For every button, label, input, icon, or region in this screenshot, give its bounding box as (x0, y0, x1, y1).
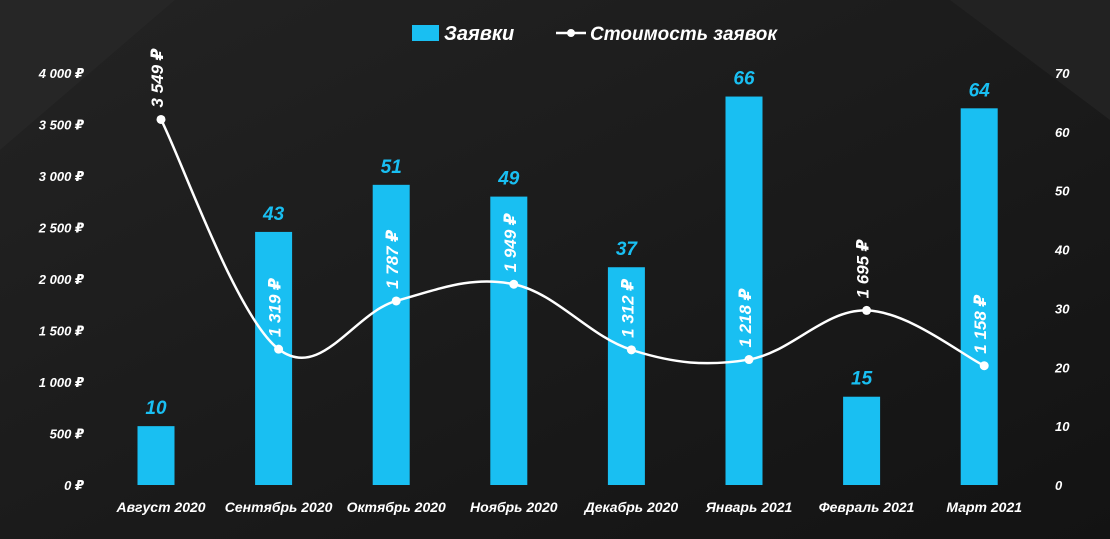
bar-value-label: 10 (145, 398, 167, 419)
background-stripe-left (0, 0, 175, 150)
bar-value-label: 43 (262, 204, 285, 225)
y-axis-right: 0 10 20 30 40 50 60 70 (1054, 66, 1070, 493)
y-right-tick-label: 50 (1055, 184, 1070, 199)
bar-value-label: 15 (851, 369, 873, 390)
bar-series (137, 96, 998, 486)
bar (372, 184, 410, 486)
x-category-label: Март 2021 (946, 499, 1022, 515)
background-stripe-right (950, 0, 1110, 120)
bar (490, 196, 528, 485)
x-category-label: Сентябрь 2020 (225, 499, 333, 515)
cost-line-point (156, 114, 166, 124)
bar (137, 426, 175, 485)
y-left-tick-label: 500 ₽ (50, 427, 85, 442)
y-right-tick-label: 40 (1054, 243, 1070, 258)
y-left-tick-label: 0 ₽ (64, 478, 85, 493)
legend-line-label: Стоимость заявок (590, 24, 778, 45)
cost-value-label: 3 549 ₽ (148, 48, 167, 107)
y-axis-left: 0 ₽ 500 ₽ 1 000 ₽ 1 500 ₽ 2 000 ₽ 2 500 ₽ 3 00… (38, 66, 85, 493)
y-right-tick-label: 60 (1055, 125, 1070, 140)
legend-bar-swatch (412, 25, 439, 41)
x-category-label: Январь 2021 (705, 499, 793, 515)
bar-value-label: 66 (733, 69, 755, 90)
y-left-tick-label: 1 000 ₽ (39, 375, 85, 390)
cost-value-label: 1 949 ₽ (501, 213, 520, 272)
cost-line-point (744, 355, 754, 365)
y-right-tick-label: 30 (1055, 301, 1070, 316)
legend-bar-label: Заявки (444, 23, 514, 45)
bar-value-label: 51 (381, 157, 402, 178)
cost-line-point (626, 345, 636, 355)
y-left-tick-label: 3 500 ₽ (39, 118, 85, 133)
cost-line-path (159, 118, 985, 367)
x-category-label: Декабрь 2020 (584, 499, 679, 515)
y-left-tick-label: 1 500 ₽ (39, 324, 85, 339)
bar-value-label: 37 (616, 239, 639, 260)
bar-value-labels: 10 43 51 49 37 66 15 64 (145, 69, 990, 420)
bar-value-label: 64 (969, 80, 991, 101)
y-left-tick-label: 2 500 ₽ (38, 221, 85, 236)
cost-line-point (274, 344, 284, 354)
x-category-label: Август 2020 (115, 499, 205, 515)
y-right-tick-label: 10 (1055, 419, 1070, 434)
bar (607, 267, 645, 485)
bar (725, 96, 763, 486)
y-right-tick-label: 0 (1055, 478, 1063, 493)
y-left-tick-label: 3 000 ₽ (39, 169, 85, 184)
x-category-label: Ноябрь 2020 (470, 499, 558, 515)
bar-value-label: 49 (497, 169, 520, 190)
cost-value-label: 1 319 ₽ (266, 278, 285, 337)
legend-line-marker (567, 29, 575, 37)
x-category-label: Октябрь 2020 (347, 499, 446, 515)
cost-line-point (862, 305, 872, 315)
cost-value-label: 1 218 ₽ (736, 288, 755, 347)
line-series (156, 114, 989, 371)
y-right-tick-label: 70 (1055, 66, 1070, 81)
line-value-labels: 3 549 ₽ 1 319 ₽ 1 787 ₽ 1 949 ₽ 1 312 ₽ 1 218… (148, 48, 990, 354)
cost-line-point (509, 279, 519, 289)
cost-value-label: 1 787 ₽ (383, 230, 402, 289)
cost-value-label: 1 312 ₽ (618, 279, 637, 338)
x-axis: Август 2020 Сентябрь 2020 Октябрь 2020 Нояб… (115, 499, 1022, 515)
cost-line-point (979, 361, 989, 371)
y-left-tick-label: 4 000 ₽ (38, 66, 85, 81)
cost-value-label: 1 158 ₽ (971, 294, 990, 353)
bar (843, 396, 881, 485)
bar (255, 231, 293, 485)
x-category-label: Февраль 2021 (819, 499, 915, 515)
bar (960, 108, 998, 486)
cost-line-point (391, 296, 401, 306)
y-right-tick-label: 20 (1054, 360, 1070, 375)
legend: Заявки Стоимость заявок (412, 23, 778, 45)
cost-value-label: 1 695 ₽ (854, 239, 873, 298)
y-left-tick-label: 2 000 ₽ (38, 272, 85, 287)
